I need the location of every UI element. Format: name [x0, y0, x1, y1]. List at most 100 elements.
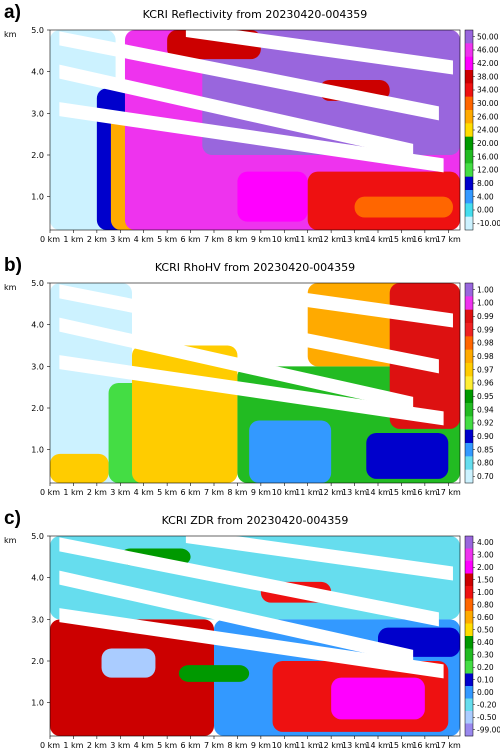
colorbar-label: 24.00	[477, 126, 499, 135]
y-tick-label: 5.0	[31, 26, 44, 35]
beam-gap	[59, 608, 444, 679]
beam-gap	[59, 317, 414, 411]
x-tick-label: 3 km	[110, 488, 130, 497]
colorbar-label: 0.00	[477, 206, 494, 215]
colorbar-label: 4.00	[477, 192, 494, 201]
colorbar-swatch	[465, 336, 473, 350]
colorbar-label: -0.20	[477, 700, 497, 709]
colorbar-swatch	[465, 323, 473, 337]
x-tick-label: 5 km	[157, 235, 177, 244]
colorbar-label: 0.10	[477, 675, 494, 684]
x-tick-label: 3 km	[110, 741, 130, 750]
colorbar-label: 0.92	[477, 419, 494, 428]
y-tick-label: 3.0	[31, 109, 44, 118]
y-tick-label: 2.0	[31, 151, 44, 160]
x-tick-label: 14 km	[365, 488, 390, 497]
colorbar-swatch	[465, 30, 473, 44]
colorbar-label: 0.40	[477, 638, 494, 647]
heatmap-region	[50, 453, 109, 483]
reflectivity-chart: 0 km 1 km 2 km 3 km 4 km 5 km 6 km 7 km 8 km 9 km…	[31, 26, 500, 244]
beam-gap	[59, 570, 414, 664]
y-tick-label: 4.0	[31, 68, 44, 77]
beam-gap	[185, 283, 453, 328]
y-tick-label: 2.0	[31, 657, 44, 666]
colorbar-swatch	[465, 163, 473, 177]
colorbar-label: 12.00	[477, 166, 499, 175]
chart-title: KCRI ZDR from 20230420-004359	[161, 514, 349, 527]
x-tick-label: 11 km	[295, 741, 320, 750]
colorbar-swatch	[465, 309, 473, 324]
colorbar-label: 34.00	[477, 86, 499, 95]
colorbar-swatch	[465, 216, 473, 231]
heatmap-region	[237, 171, 308, 222]
colorbar-label: 1.50	[477, 575, 494, 584]
x-tick-label: 17 km	[436, 741, 461, 750]
colorbar-swatch	[465, 389, 473, 404]
x-tick-label: 15 km	[389, 235, 414, 244]
colorbar-swatch	[465, 723, 473, 737]
colorbar-label: 0.95	[477, 392, 494, 401]
colorbar-label: 1.00	[477, 299, 494, 308]
colorbar-swatch	[465, 536, 473, 549]
y-tick-label: 3.0	[31, 615, 44, 624]
y-axis-unit: km	[4, 283, 17, 292]
colorbar-swatch	[465, 573, 473, 587]
colorbar-label: 8.00	[477, 179, 494, 188]
panel-label: a)	[4, 2, 21, 23]
heatmap-region	[178, 665, 250, 682]
colorbar-swatch	[465, 648, 473, 662]
x-tick-label: 15 km	[389, 741, 414, 750]
colorbar-label: 0.98	[477, 339, 494, 348]
x-tick-label: 9 km	[251, 488, 271, 497]
colorbar-swatch	[465, 203, 473, 217]
colorbar-label: 0.60	[477, 613, 494, 622]
heatmap-region	[101, 648, 156, 678]
colorbar-label: 0.85	[477, 445, 494, 454]
y-tick-label: 4.0	[31, 574, 44, 583]
x-tick-label: 13 km	[342, 235, 367, 244]
x-tick-label: 0 km	[40, 741, 60, 750]
y-tick-label: 1.0	[31, 699, 44, 708]
colorbar-swatch	[465, 176, 473, 191]
colorbar-frame	[464, 535, 474, 737]
colorbar-label: 1.00	[477, 588, 494, 597]
beam-gap	[59, 537, 439, 627]
colorbar-swatch	[465, 686, 473, 699]
colorbar-label: 50.00	[477, 32, 499, 41]
x-tick-label: 4 km	[134, 488, 154, 497]
panel-label: c)	[4, 508, 21, 529]
colorbar-label: 0.30	[477, 650, 494, 659]
x-tick-label: 12 km	[319, 235, 344, 244]
colorbar-label: 0.20	[477, 663, 494, 672]
colorbar-swatch	[465, 661, 473, 674]
colorbar-label: 0.94	[477, 405, 494, 414]
x-tick-label: 6 km	[181, 235, 201, 244]
colorbar-swatch	[465, 443, 473, 457]
colorbar-swatch	[465, 673, 473, 687]
y-axis-unit: km	[4, 536, 17, 545]
x-tick-label: 8 km	[227, 235, 247, 244]
x-tick-label: 14 km	[365, 741, 390, 750]
heatmap-field	[50, 283, 460, 483]
beam-gap	[185, 30, 453, 75]
colorbar-label: 1.00	[477, 285, 494, 294]
x-tick-label: 12 km	[319, 741, 344, 750]
colorbar-label: 0.00	[477, 688, 494, 697]
y-tick-label: 1.0	[31, 446, 44, 455]
colorbar-swatch	[465, 586, 473, 599]
y-tick-label: 4.0	[31, 321, 44, 330]
x-tick-label: 12 km	[319, 488, 344, 497]
heatmap-field	[50, 30, 460, 230]
x-tick-label: 6 km	[181, 741, 201, 750]
x-tick-label: 4 km	[134, 235, 154, 244]
colorbar-swatch	[465, 150, 473, 164]
colorbar-label: 0.97	[477, 365, 494, 374]
colorbar-label: 20.00	[477, 139, 499, 148]
colorbar-swatch	[465, 190, 473, 204]
colorbar-label: -99.00	[477, 725, 500, 734]
colorbar-swatch	[465, 469, 473, 484]
colorbar-label: -10.00	[477, 219, 500, 228]
colorbar-swatch	[465, 456, 473, 470]
colorbar-swatch	[465, 110, 473, 124]
colorbar-swatch	[465, 83, 473, 97]
